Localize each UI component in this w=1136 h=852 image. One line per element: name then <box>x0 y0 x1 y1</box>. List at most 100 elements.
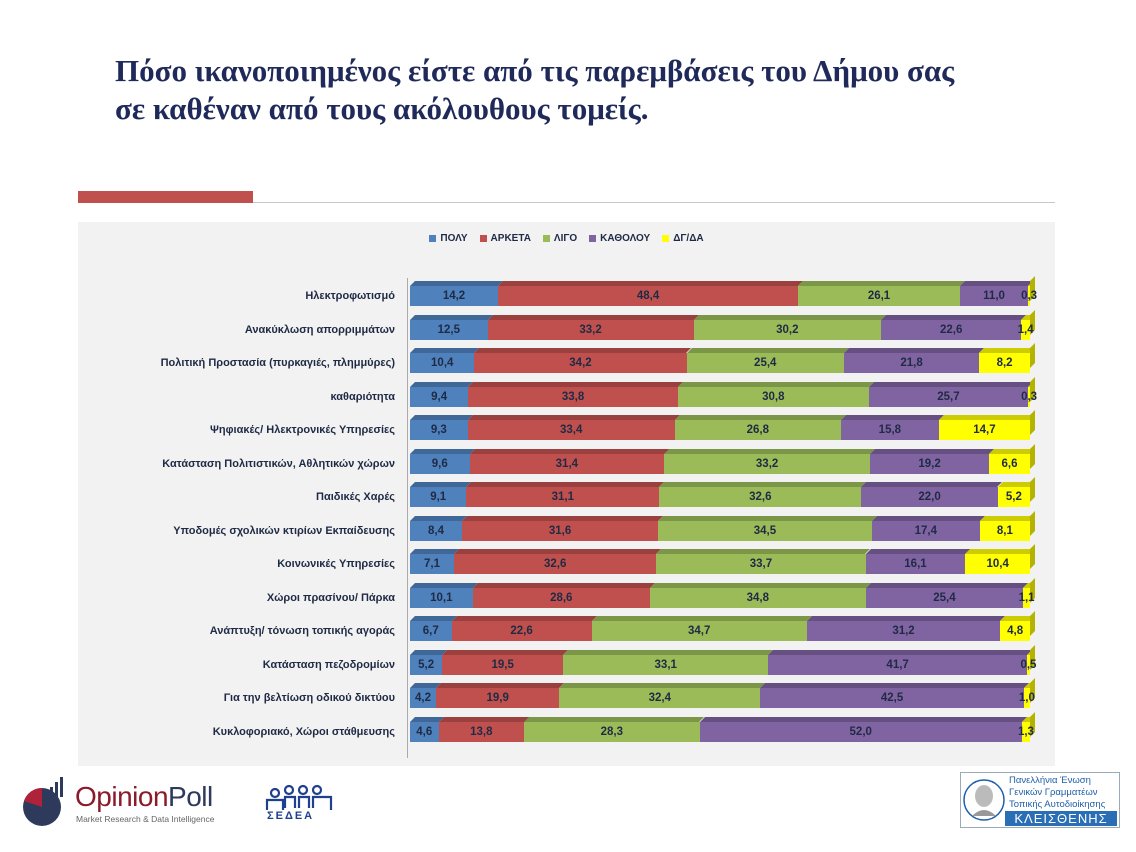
data-label: 6,6 <box>1001 457 1018 470</box>
bar-segment <box>410 353 475 373</box>
data-label: 8,1 <box>996 524 1013 537</box>
category-label: Για την βελτίωση οδικού δικτύου <box>223 692 395 704</box>
data-label: 34,8 <box>746 591 769 604</box>
data-label: 12,5 <box>437 323 460 336</box>
bar-segment <box>469 453 665 474</box>
bar-segment <box>1023 587 1030 608</box>
bar-side <box>1030 611 1035 636</box>
bar-segment <box>410 587 473 608</box>
bar-segment <box>591 621 807 641</box>
bar-segment <box>938 420 1030 440</box>
legend-swatch <box>479 235 487 242</box>
bar-segment <box>410 386 469 407</box>
bar-side <box>1030 343 1035 368</box>
legend-item: ΠΟΛΥ <box>429 233 468 244</box>
bar-side <box>1030 410 1035 435</box>
sedea-logo: ΣΕΔΕΑ <box>263 784 338 824</box>
category-label: Χώροι πρασίνου/ Πάρκα <box>266 591 395 604</box>
bar-segment <box>454 554 657 574</box>
bar-segment <box>959 286 1029 306</box>
sedea-name: ΣΕΔΕΑ <box>267 810 315 822</box>
category-label: Ανακύκλωση απορριμμάτων <box>244 323 395 336</box>
data-label: 5,2 <box>418 658 435 671</box>
bar-side <box>1030 510 1035 536</box>
data-label: 25,4 <box>933 591 956 604</box>
data-label: 26,1 <box>867 290 891 302</box>
bar-segment <box>677 386 869 407</box>
data-label: 11,0 <box>983 290 1005 302</box>
bar-segment <box>410 420 468 440</box>
data-label: 13,8 <box>470 725 493 738</box>
bar-segment <box>410 286 499 306</box>
legend-swatch <box>589 235 597 242</box>
bar-segment <box>410 520 463 541</box>
category-label: Ψηφιακές/ Ηλεκτρονικές Υπηρεσίες <box>210 424 395 436</box>
data-label: 16,1 <box>904 558 927 570</box>
data-label: 10,4 <box>431 357 454 369</box>
bar-segment <box>686 353 844 373</box>
data-label: 30,8 <box>762 390 785 403</box>
category-label: Ανάπτυξη/ τόνωση τοπικής αγοράς <box>209 625 395 637</box>
data-label: 22,6 <box>939 323 963 336</box>
portrait-icon <box>963 779 1005 821</box>
data-label: 1,0 <box>1018 692 1035 704</box>
data-label: 15,8 <box>878 424 902 436</box>
legend-label: ΛΙΓΟ <box>553 233 578 244</box>
bar-segment <box>563 654 769 675</box>
kleisthenis-logo: Πανελλήνια Ένωση Γενικών Γραμματέων Τοπι… <box>960 772 1120 828</box>
bar-segment <box>1028 286 1030 306</box>
category-label: Παιδικές Χαρές <box>316 491 395 503</box>
data-label: 34,7 <box>688 625 711 637</box>
opinionpoll-name-a: Opinion <box>75 781 169 812</box>
bar-segment <box>468 386 678 407</box>
bar-segment <box>868 386 1029 407</box>
bar-segment <box>1021 721 1030 742</box>
bar-segment <box>979 353 1030 373</box>
bar-segment <box>1026 654 1030 675</box>
data-label: 9,3 <box>430 424 447 436</box>
divider-line <box>253 202 1055 203</box>
kleisthenis-name: ΚΛΕΙΣΘΕΝΗΣ <box>1005 811 1117 826</box>
data-label: 41,7 <box>886 658 909 671</box>
data-label: 25,4 <box>754 357 777 369</box>
bar-side <box>1030 477 1035 502</box>
data-label: 4,2 <box>415 692 432 704</box>
data-label: 28,6 <box>550 591 573 604</box>
slide-title: Πόσο ικανοποιημένος είστε από τις παρεμβ… <box>115 52 1075 128</box>
data-label: 34,2 <box>569 357 592 369</box>
bar-segment <box>760 688 1024 708</box>
y-axis <box>407 278 408 758</box>
data-label: 1,3 <box>1017 725 1034 738</box>
bar-segment <box>410 487 467 507</box>
bar-segment <box>1021 319 1030 340</box>
bar-segment <box>674 420 841 440</box>
legend-label: ΠΟΛΥ <box>440 233 468 244</box>
bar-segment <box>474 353 687 373</box>
bar-segment <box>410 621 452 641</box>
data-label: 22,6 <box>510 625 533 637</box>
legend-item: ΑΡΚΕΤΑ <box>479 233 531 244</box>
data-label: 8,4 <box>428 524 445 537</box>
data-label: 22,0 <box>918 491 941 503</box>
bar-segment <box>649 587 866 608</box>
data-label: 34,5 <box>753 524 777 537</box>
data-label: 33,1 <box>654 658 677 671</box>
bar-segment <box>410 319 488 340</box>
data-label: 6,7 <box>422 625 439 637</box>
data-label: 5,2 <box>1005 491 1022 503</box>
bar-segment <box>965 554 1030 574</box>
accent-bar <box>78 191 253 203</box>
category-label: Κατάσταση πεζοδρομίων <box>262 658 395 671</box>
bar-segment <box>989 453 1030 474</box>
category-label: Κατάσταση Πολιτιστικών, Αθλητικών χώρων <box>162 457 395 470</box>
data-label: 33,2 <box>579 323 602 336</box>
data-label: 4,8 <box>1007 625 1024 637</box>
legend-swatch <box>542 235 550 242</box>
legend-item: ΚΑΘΟΛΟΥ <box>589 233 650 244</box>
data-label: 33,7 <box>749 558 773 570</box>
bar-segment <box>410 554 455 574</box>
bar-segment <box>656 554 866 574</box>
bar-segment <box>658 520 872 541</box>
data-label: 32,4 <box>648 692 672 704</box>
